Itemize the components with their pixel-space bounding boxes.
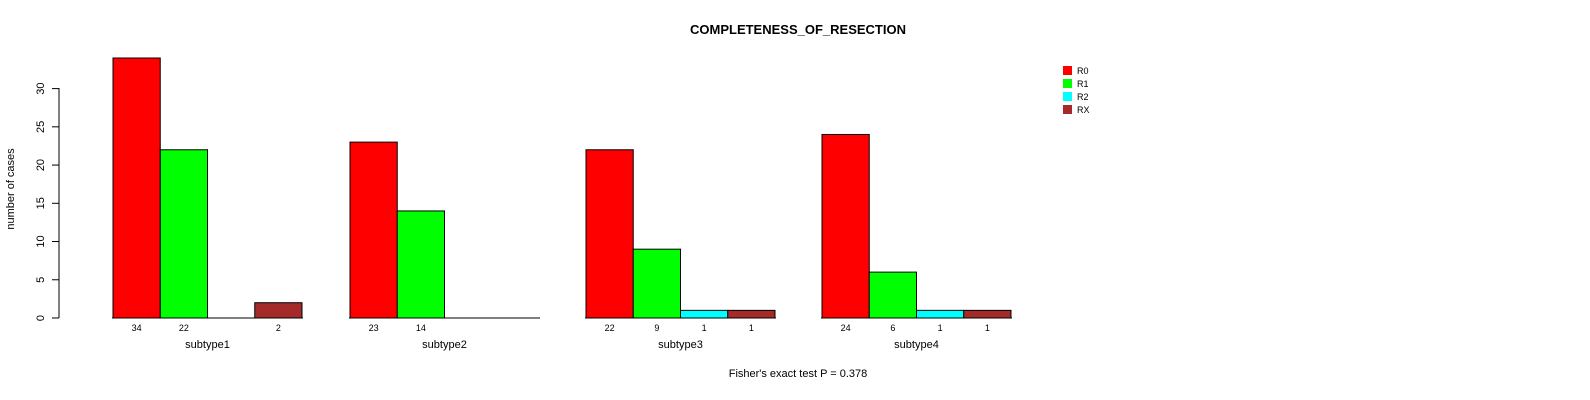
bar-subtype2-R1 [396, 210, 445, 319]
bar-subtype3-R0 [585, 149, 634, 319]
group-label-subtype3: subtype3 [658, 339, 703, 351]
fisher-test-footer: Fisher's exact test P = 0.378 [729, 368, 868, 380]
bar-subtype3-RX [727, 309, 776, 319]
y-tick-label: 15 [35, 197, 47, 209]
legend-swatch-R2 [1063, 92, 1072, 101]
bar-value-label: 1 [938, 323, 943, 333]
bar-value-label: 22 [179, 323, 189, 333]
bar-subtype4-R0 [821, 133, 870, 319]
y-tick-label: 25 [35, 121, 47, 133]
y-tick-label: 0 [35, 315, 47, 321]
y-tick-label: 5 [35, 277, 47, 283]
group-label-subtype1: subtype1 [185, 339, 230, 351]
bar-value-label: 1 [985, 323, 990, 333]
y-tick-label: 30 [35, 82, 47, 94]
bar-value-label: 1 [702, 323, 707, 333]
bar-value-label: 22 [605, 323, 615, 333]
bar-subtype3-R2 [680, 309, 729, 319]
legend-swatch-RX [1063, 105, 1072, 114]
legend-label-R0: R0 [1077, 66, 1089, 76]
y-axis-ticks: 0 5 10 15 20 25 30 [35, 82, 59, 321]
group-label-subtype2: subtype2 [422, 339, 467, 351]
bar-subtype4-RX [963, 309, 1012, 319]
bar-value-label: 14 [416, 323, 426, 333]
legend-label-R2: R2 [1077, 92, 1089, 102]
y-axis-label: number of cases [5, 148, 17, 230]
bar-subtype1-RX [254, 302, 303, 319]
legend-label-RX: RX [1077, 105, 1090, 115]
bar-value-label: 34 [132, 323, 142, 333]
legend-swatch-R1 [1063, 79, 1072, 88]
bar-value-label: 24 [841, 323, 851, 333]
bar-value-label: 9 [654, 323, 659, 333]
group-label-subtype4: subtype4 [894, 339, 939, 351]
bar-value-label: 23 [369, 323, 379, 333]
y-tick-label: 10 [35, 235, 47, 247]
bar-value-label: 6 [890, 323, 895, 333]
y-tick-label: 20 [35, 159, 47, 171]
bar-subtype3-R1 [632, 248, 681, 319]
bar-subtype1-R0 [112, 57, 161, 319]
chart-title: COMPLETENESS_OF_RESECTION [690, 22, 906, 37]
legend: R0 R1 R2 RX [1063, 66, 1090, 115]
bar-subtype4-R2 [916, 309, 965, 319]
bar-subtype2-R0 [349, 141, 398, 319]
bar-value-label: 2 [276, 323, 281, 333]
bar-value-label: 1 [749, 323, 754, 333]
bar-subtype4-R1 [868, 271, 917, 319]
bar-subtype1-R1 [159, 149, 208, 319]
legend-label-R1: R1 [1077, 79, 1089, 89]
legend-swatch-R0 [1063, 66, 1072, 75]
